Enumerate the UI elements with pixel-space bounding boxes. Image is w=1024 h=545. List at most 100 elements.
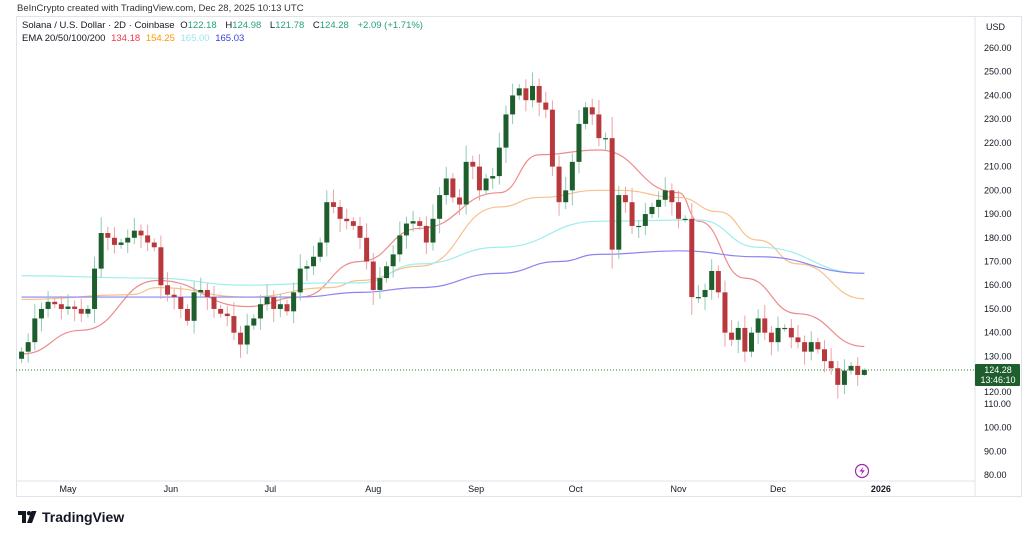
candle-body <box>695 297 701 299</box>
candle <box>729 319 735 347</box>
candle <box>722 280 728 347</box>
candle-body <box>861 369 867 375</box>
chart-credit: BeInCrypto created with TradingView.com,… <box>17 3 304 14</box>
candle-body <box>676 202 682 219</box>
candle-body <box>344 218 350 222</box>
candle-body <box>443 178 449 196</box>
candle-body <box>151 242 157 248</box>
candle <box>98 217 104 278</box>
candle <box>317 237 323 262</box>
price-tick: 110.00 <box>984 399 1011 409</box>
price-tick: 170.00 <box>984 257 1012 267</box>
candle <box>802 335 808 365</box>
candle-body <box>815 342 821 350</box>
candle <box>38 302 44 332</box>
price-tick: 230.00 <box>984 114 1012 124</box>
candle <box>410 210 416 232</box>
candle <box>191 281 197 334</box>
candle <box>662 177 668 207</box>
ema-row: EMA 20/50/100/200 134.18 154.25 165.00 1… <box>22 33 426 46</box>
lightning-icon[interactable] <box>854 463 870 479</box>
candle <box>656 191 662 218</box>
chart-frame <box>16 16 1022 497</box>
candle-body <box>417 221 423 226</box>
candle-body <box>370 261 376 290</box>
time-axis[interactable]: May Jun Jul Aug Sep Oct Nov Dec 2026 <box>59 484 890 494</box>
tradingview-logo-icon <box>18 511 37 523</box>
candle-body <box>277 304 283 309</box>
candle-body <box>596 114 602 139</box>
candle <box>264 284 270 311</box>
ema-line-ema20 <box>21 149 865 355</box>
candle-body <box>855 365 861 375</box>
tradingview-logo[interactable]: TradingView <box>18 509 124 525</box>
candle-body <box>165 285 171 295</box>
ema-label[interactable]: EMA 20/50/100/200 <box>22 32 106 44</box>
brand-name: TradingView <box>42 509 125 525</box>
candle-body <box>735 327 741 340</box>
candle <box>430 204 436 251</box>
candle-body <box>841 370 847 385</box>
candle <box>649 202 655 219</box>
ema100-value: 165.00 <box>180 32 210 44</box>
candle-body <box>410 221 416 224</box>
candle <box>72 300 78 322</box>
candle-body <box>603 138 609 140</box>
time-tick: Jun <box>164 484 179 494</box>
candle <box>762 304 768 340</box>
candle <box>25 333 31 363</box>
candle <box>291 282 297 324</box>
candle-body <box>377 278 383 290</box>
candle-body <box>669 190 675 203</box>
candle-body <box>324 202 330 243</box>
candle-body <box>52 301 58 305</box>
candle <box>364 223 370 270</box>
candle-body <box>118 242 124 245</box>
price-tick: 220.00 <box>984 138 1012 148</box>
price-change: +2.09 (+1.71%) <box>357 20 423 31</box>
candle-body <box>476 166 482 191</box>
candle <box>165 272 171 302</box>
candle <box>828 348 834 375</box>
price-badge: 124.28 13:46:10 <box>975 363 1020 386</box>
candle-body <box>145 235 151 243</box>
price-axis[interactable]: 260.00 250.00 240.00 230.00 220.00 210.00 200.… <box>984 43 1012 480</box>
ema200-value: 165.03 <box>215 32 245 44</box>
candle-body <box>291 292 297 312</box>
candle <box>171 288 177 310</box>
candle-body <box>828 361 834 369</box>
candle <box>603 132 609 151</box>
candle <box>390 245 396 278</box>
candle-body <box>138 230 144 236</box>
candle-body <box>251 318 257 326</box>
candle <box>457 188 463 216</box>
candle <box>470 155 476 180</box>
candle-body <box>311 256 317 267</box>
candle-body <box>45 301 51 309</box>
candle <box>496 132 502 185</box>
candle-body <box>576 123 582 162</box>
candle <box>775 316 781 352</box>
candle <box>284 299 290 316</box>
candle <box>397 221 403 262</box>
price-tick: 200.00 <box>984 185 1012 195</box>
candle <box>788 319 794 349</box>
candle-body <box>390 254 396 267</box>
candle <box>768 326 774 356</box>
symbol-title[interactable]: Solana / U.S. Dollar · 2D · Coinbase <box>22 20 175 31</box>
ema-line-ema200 <box>21 250 865 298</box>
candle <box>622 186 628 213</box>
candle-body <box>622 195 628 203</box>
candle-body <box>19 351 25 359</box>
candle <box>184 304 190 326</box>
candle <box>417 217 423 230</box>
candle <box>403 216 409 249</box>
candle <box>569 153 575 206</box>
candle <box>244 313 250 355</box>
candle <box>808 331 814 361</box>
candle-body <box>204 289 210 298</box>
candle <box>616 186 622 259</box>
candle <box>642 202 648 235</box>
candle-body <box>749 332 755 352</box>
